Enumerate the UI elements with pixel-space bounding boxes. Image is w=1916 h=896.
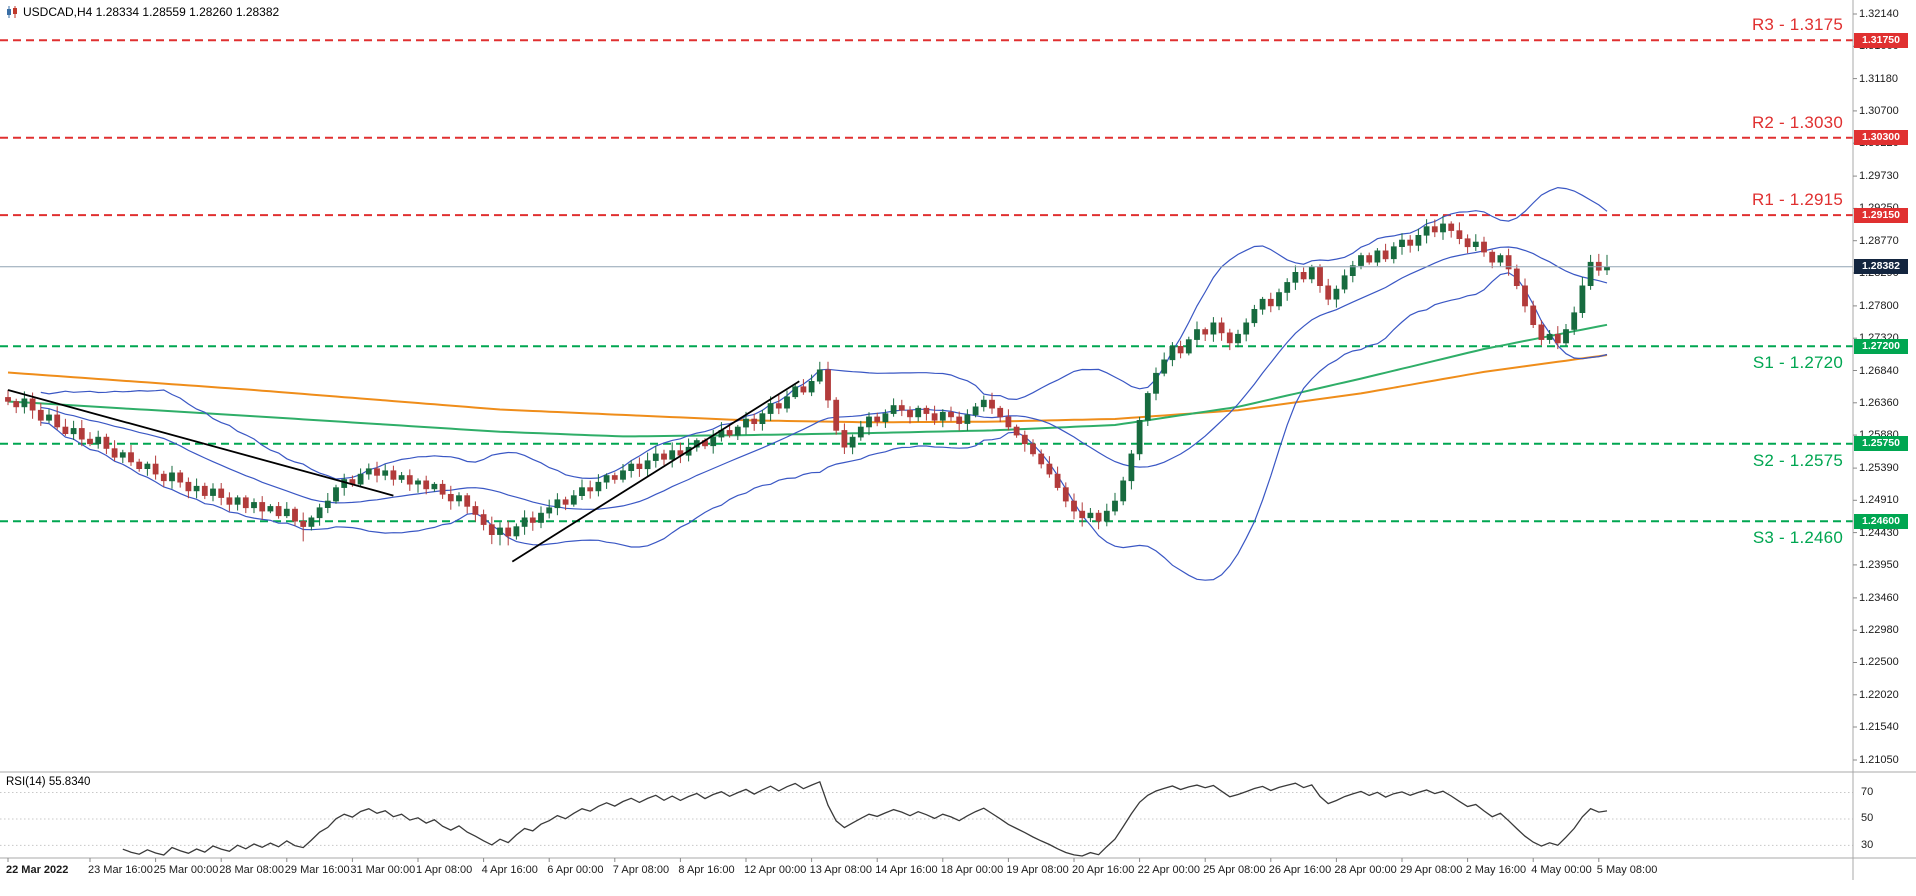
price-axis-label: 1.21540	[1859, 721, 1899, 734]
rsi-indicator-label: RSI(14) 55.8340	[6, 776, 91, 788]
time-axis-label: 20 Apr 16:00	[1072, 864, 1135, 876]
trendlines	[7, 380, 800, 563]
price-tag-R1: 1.29150	[1854, 207, 1908, 223]
symbol-marker-icon	[6, 6, 18, 18]
sr-label-S3: S3 - 1.2460	[1752, 528, 1843, 548]
time-axis-label: 18 Apr 00:00	[940, 864, 1004, 876]
price-axis-label: 1.21050	[1859, 754, 1899, 766]
time-axis-label: 1 Apr 08:00	[416, 864, 473, 876]
price-axis-label: 1.28770	[1859, 234, 1899, 247]
time-axis-label: 28 Apr 00:00	[1334, 864, 1397, 876]
time-axis-label: 2 May 16:00	[1465, 864, 1527, 876]
price-axis-label: 1.32140	[1859, 8, 1899, 20]
rsi-level-label: 50	[1861, 812, 1874, 825]
sr-label-S1: S1 - 1.2720	[1752, 353, 1843, 373]
price-tag-S3: 1.24600	[1854, 513, 1908, 529]
price-tag-S1: 1.27200	[1854, 338, 1908, 354]
price-tag-R3: 1.31750	[1854, 32, 1908, 48]
price-axis-label: 1.27800	[1859, 299, 1899, 312]
time-axis-label: 26 Apr 16:00	[1268, 864, 1332, 876]
bollinger-bands	[40, 186, 1608, 581]
price-axis-label: 1.22500	[1859, 656, 1899, 669]
rsi-level-label: 70	[1861, 786, 1874, 799]
sr-label-S2: S2 - 1.2575	[1752, 450, 1843, 470]
sr-label-R1: R1 - 1.2915	[1751, 190, 1843, 210]
price-axis-label: 1.26360	[1859, 396, 1899, 409]
price-axis-label: 1.23950	[1859, 558, 1899, 571]
price-axis-label: 1.22980	[1859, 624, 1899, 637]
time-axis-label: 5 May 08:00	[1596, 864, 1658, 876]
sr-label-R2: R2 - 1.3030	[1751, 112, 1843, 132]
time-axis-label: 13 Apr 08:00	[809, 864, 872, 876]
time-axis-label: 25 Apr 08:00	[1203, 864, 1266, 876]
time-axis-label: 8 Apr 16:00	[678, 864, 735, 876]
rsi-level-label: 30	[1861, 838, 1874, 851]
moving-averages	[7, 323, 1608, 438]
time-axis-label: 4 May 00:00	[1531, 864, 1592, 876]
price-axis-label: 1.25390	[1859, 462, 1899, 475]
symbol-info: USDCAD,H4 1.28334 1.28559 1.28260 1.2838…	[6, 5, 279, 19]
sr-level-lines	[0, 39, 1853, 523]
time-axis-label: 31 Mar 00:00	[350, 864, 416, 876]
time-axis-label: 14 Apr 16:00	[875, 864, 938, 876]
time-axis-label: 7 Apr 08:00	[612, 864, 670, 876]
time-axis-label: 25 Mar 00:00	[153, 864, 219, 876]
current-price-tag: 1.28382	[1854, 259, 1908, 275]
price-tag-S2: 1.25750	[1854, 436, 1908, 452]
price-tag-R2: 1.30300	[1854, 130, 1908, 146]
price-axis-label: 1.29730	[1859, 170, 1899, 183]
time-axis-label: 12 Apr 00:00	[744, 864, 807, 876]
time-axis-label: 22 Apr 00:00	[1137, 864, 1200, 876]
symbol-ohlc-text: USDCAD,H4 1.28334 1.28559 1.28260 1.2838…	[23, 5, 280, 19]
time-axis-label: 22 Mar 2022	[6, 864, 69, 876]
time-axis-label: 29 Apr 08:00	[1400, 864, 1463, 876]
candles	[5, 215, 1610, 546]
price-axis-label: 1.31180	[1859, 72, 1898, 85]
time-axis-label: 23 Mar 16:00	[88, 864, 153, 876]
sr-label-R3: R3 - 1.3175	[1751, 15, 1843, 35]
time-axis-label: 6 Apr 00:00	[547, 864, 604, 876]
time-axis-label: 28 Mar 08:00	[219, 864, 285, 876]
price-axis-label: 1.24910	[1859, 494, 1899, 507]
time-axis-label: 4 Apr 16:00	[481, 864, 538, 876]
time-axis-label: 29 Mar 16:00	[284, 864, 350, 876]
price-axis-label: 1.30700	[1859, 104, 1899, 117]
price-axis-label: 1.24430	[1859, 526, 1899, 539]
rsi-panel	[0, 780, 1853, 857]
time-axis-label: 19 Apr 08:00	[1006, 864, 1069, 876]
price-axis-label: 1.22020	[1859, 688, 1899, 701]
price-axis-label: 1.23460	[1859, 591, 1899, 604]
price-axis-label: 1.26840	[1859, 364, 1899, 377]
